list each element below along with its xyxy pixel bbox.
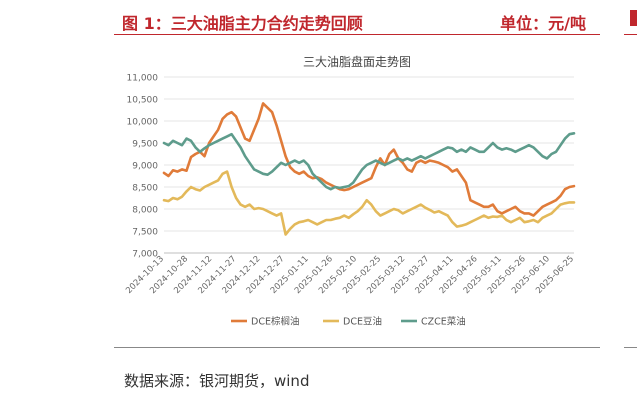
- unit-label: 单位：元/吨: [500, 14, 586, 33]
- figure-footer-line: [114, 347, 600, 348]
- chart-title: 三大油脂盘面走势图: [303, 54, 411, 69]
- figure-source: 数据来源：银河期货，wind: [124, 372, 310, 390]
- figure-header: 图 1：三大油脂主力合约走势回顾 单位：元/吨: [114, 8, 600, 35]
- x-axis-ticks: 2024-10-132024-10-282024-11-122024-11-27…: [124, 254, 576, 296]
- series-line-1: [162, 170, 576, 236]
- y-tick-label: 7,000: [132, 250, 158, 260]
- y-tick-label: 8,500: [132, 184, 158, 194]
- series-lines: [162, 102, 576, 236]
- y-tick-label: 7,500: [132, 228, 158, 238]
- y-tick-label: 10,500: [127, 96, 159, 106]
- legend: DCE棕榈油 DCE豆油 CZCE菜油: [231, 316, 466, 328]
- next-figure-title-fragment: [630, 10, 637, 26]
- price-trend-chart: 三大油脂盘面走势图 7,000 7,500 8,000 8,500 9,000 9,500…: [124, 54, 576, 328]
- series-line-0: [162, 102, 576, 217]
- y-tick-label: 10,000: [127, 118, 159, 128]
- y-tick-label: 9,000: [132, 162, 158, 172]
- y-tick-label: 9,500: [132, 140, 158, 150]
- y-tick-label: 11,000: [127, 74, 159, 84]
- series-line-2: [162, 132, 576, 191]
- legend-label: CZCE菜油: [421, 316, 466, 328]
- legend-label: DCE豆油: [343, 316, 382, 328]
- next-figure-footer-line: [624, 347, 637, 348]
- figure-title: 图 1：三大油脂主力合约走势回顾: [122, 14, 363, 33]
- next-figure-header-line: [624, 34, 637, 35]
- y-axis-ticks: 7,000 7,500 8,000 8,500 9,000 9,500 10,000 10,5…: [127, 74, 159, 260]
- y-tick-label: 8,000: [132, 206, 158, 216]
- legend-label: DCE棕榈油: [251, 316, 299, 328]
